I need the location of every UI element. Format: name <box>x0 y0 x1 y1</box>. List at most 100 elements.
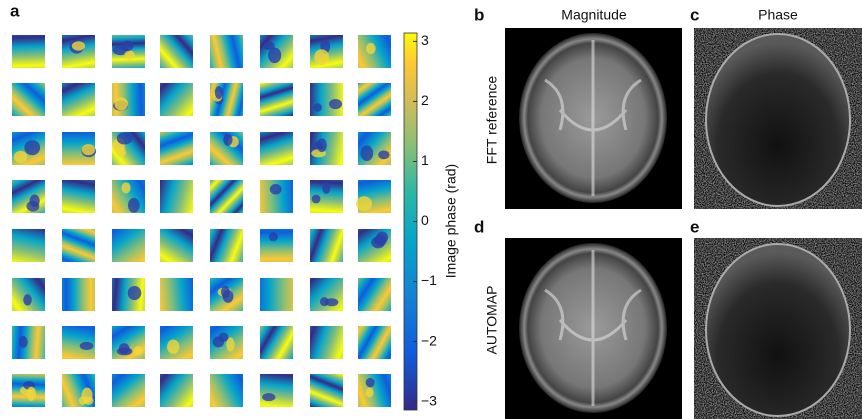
tile-blob <box>268 47 281 63</box>
tile-blob <box>117 347 133 355</box>
tile-blob <box>219 333 229 342</box>
tile-blob <box>356 196 372 211</box>
tile <box>358 374 391 407</box>
colorbar-label: Image phase (rad) <box>443 164 459 278</box>
tile <box>358 326 391 359</box>
tile-blob <box>117 147 126 157</box>
tile <box>310 278 343 311</box>
tile-blob <box>317 138 327 152</box>
tile <box>160 132 193 165</box>
magnitude-image <box>505 28 682 209</box>
column-title: Magnitude <box>561 7 627 23</box>
tile-blob <box>27 387 37 401</box>
panel-label: e <box>690 217 699 236</box>
tile-blob <box>117 132 133 144</box>
tile <box>62 83 95 116</box>
tile-blob <box>262 393 275 401</box>
tile-blob <box>83 396 93 404</box>
tick-label: −1 <box>421 272 437 288</box>
tile-blob <box>376 232 388 243</box>
panel-label: c <box>690 5 699 24</box>
tick-label: −2 <box>421 332 437 348</box>
tile <box>358 278 391 311</box>
tile <box>62 180 95 213</box>
row-title: FFT reference <box>484 76 500 165</box>
tile-blob <box>82 144 95 155</box>
tile-blob <box>114 97 128 110</box>
tile <box>160 35 193 68</box>
tile-blob <box>215 86 223 99</box>
panel-label: b <box>474 5 484 24</box>
column-title: Phase <box>758 7 798 23</box>
tick-label: 1 <box>421 152 429 168</box>
tile-blob <box>313 103 322 112</box>
tile-blob <box>221 286 230 298</box>
tile <box>210 229 243 262</box>
tile <box>260 83 293 116</box>
tick-label: −3 <box>421 392 437 408</box>
tile-blob <box>329 99 342 109</box>
tile <box>260 278 293 311</box>
tile-blob <box>19 336 28 348</box>
tile-blob <box>322 182 330 194</box>
tile <box>12 35 45 68</box>
tile-blob <box>360 145 373 161</box>
tile <box>160 83 193 116</box>
tile <box>210 180 243 213</box>
tile <box>12 229 45 262</box>
tile <box>112 374 145 407</box>
tile <box>160 180 193 213</box>
tile <box>210 35 243 68</box>
tile <box>62 229 95 262</box>
tile <box>12 83 45 116</box>
magnitude-image <box>505 238 682 419</box>
tile-blob <box>26 201 39 212</box>
tile-blob <box>24 140 40 155</box>
phase-image <box>694 28 862 209</box>
tile-blob <box>366 388 374 398</box>
tile-blob <box>314 49 329 65</box>
phase-image <box>694 238 862 419</box>
tile-blob <box>270 184 282 194</box>
tile <box>310 229 343 262</box>
tile-blob <box>325 298 338 306</box>
tile-blob <box>128 286 142 300</box>
tile-blob <box>121 41 133 52</box>
tile <box>62 278 95 311</box>
basis-tiles <box>12 35 391 407</box>
tile-blob <box>72 41 85 50</box>
tile-blob <box>366 378 375 387</box>
tile-blob <box>366 43 376 54</box>
tile <box>260 326 293 359</box>
tick-label: 2 <box>421 92 429 108</box>
figure: a b c d e Magnitude Phase FFT reference … <box>0 0 862 419</box>
tile <box>12 326 45 359</box>
tick-label: 0 <box>421 212 429 228</box>
tile <box>112 229 145 262</box>
tile-blob <box>80 342 94 350</box>
tile-blob <box>269 232 278 241</box>
tile <box>160 278 193 311</box>
tile-blob <box>23 294 32 305</box>
tile <box>160 229 193 262</box>
panel-label: a <box>10 1 20 20</box>
tile-blob <box>312 195 321 204</box>
tile <box>310 374 343 407</box>
tile <box>160 374 193 407</box>
tile <box>260 132 293 165</box>
row-title: AUTOMAP <box>484 286 500 355</box>
panel-label: d <box>474 217 484 236</box>
tile-blob <box>122 182 131 193</box>
tile-blob <box>378 151 389 160</box>
tile <box>260 374 293 407</box>
tile <box>310 326 343 359</box>
tile <box>210 374 243 407</box>
tile-blob <box>133 346 143 355</box>
tile-blob <box>223 134 232 146</box>
tick-label: 3 <box>421 32 429 48</box>
tile-blob <box>167 340 179 355</box>
tile-blob <box>124 50 134 59</box>
tile <box>358 83 391 116</box>
tile-blob <box>128 198 140 213</box>
tile <box>62 326 95 359</box>
